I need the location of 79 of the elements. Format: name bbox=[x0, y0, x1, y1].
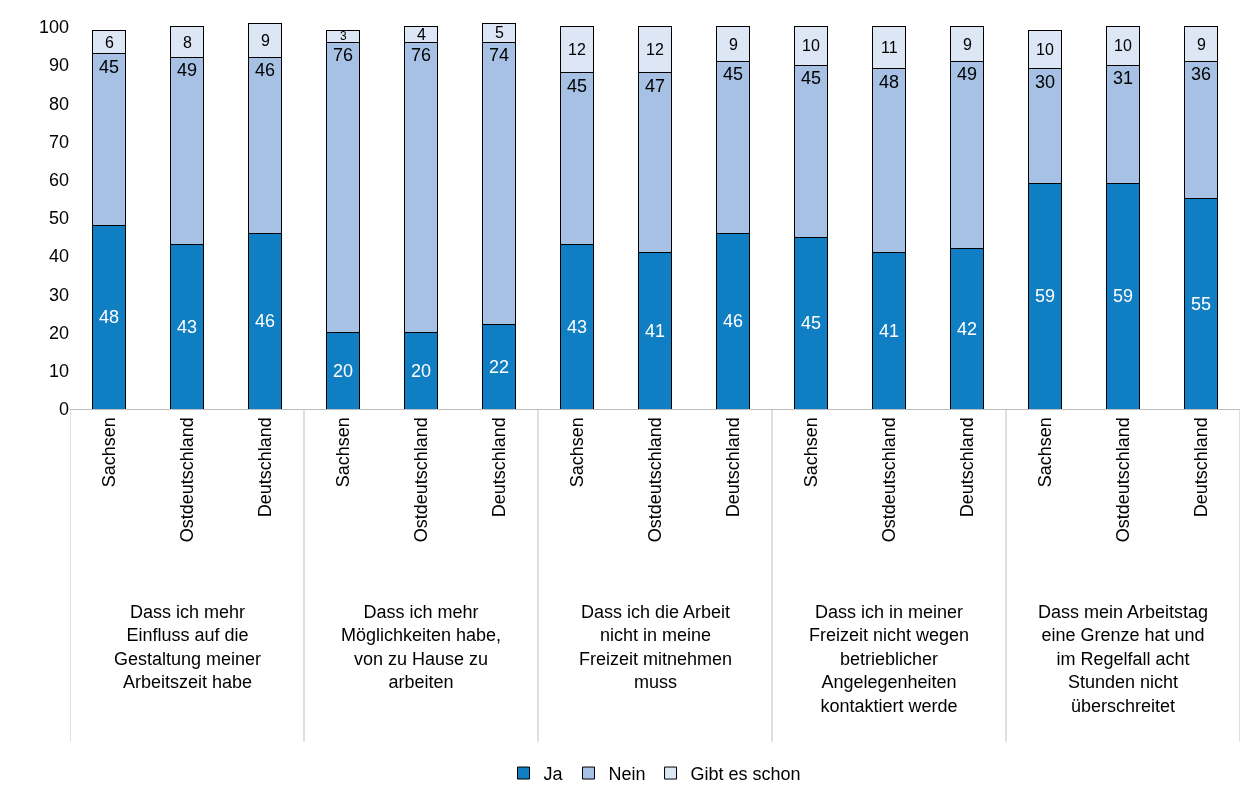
legend-label: Ja bbox=[543, 764, 564, 785]
data-label: 12 bbox=[568, 41, 586, 58]
text: Dass ich mehr Möglichkeiten habe, von zu Hause zu arbeiten bbox=[341, 602, 502, 693]
legend-label: Nein bbox=[608, 764, 646, 785]
data-label: 22 bbox=[488, 356, 510, 377]
data-label: 45 bbox=[800, 68, 822, 89]
y-tick-label: 100 bbox=[38, 17, 69, 38]
data-label: 76 bbox=[410, 45, 432, 66]
data-label: 9 bbox=[261, 32, 270, 49]
data-label: 36 bbox=[1190, 64, 1212, 85]
text: Dass ich mehr Einfluss auf die Gestaltung meiner Arbeitszeit habe bbox=[114, 602, 262, 693]
data-label: 48 bbox=[98, 307, 120, 328]
data-label: 20 bbox=[332, 360, 354, 381]
data-label: 46 bbox=[254, 60, 276, 81]
data-label: 47 bbox=[644, 75, 666, 96]
y-tick-label: 50 bbox=[48, 208, 69, 229]
data-label: 43 bbox=[566, 316, 588, 337]
data-label: 11 bbox=[881, 39, 898, 56]
data-label: 45 bbox=[722, 64, 744, 85]
data-label: 8 bbox=[183, 34, 192, 51]
text: Dass ich in meiner Freizeit nicht wegen betrieblicher Angelegenheiten kontaktiert werde bbox=[809, 602, 970, 716]
data-label: 59 bbox=[1034, 286, 1056, 307]
x-tick-label: Ostdeutschland bbox=[644, 417, 665, 543]
data-label: 42 bbox=[956, 318, 978, 339]
x-tick-label: Sachsen bbox=[332, 417, 353, 488]
data-label: 3 bbox=[340, 29, 347, 43]
data-label: 4 bbox=[417, 26, 426, 43]
text: Dass ich die Arbeit nicht in meine Freizeit mitnehmen muss bbox=[579, 602, 733, 693]
data-label: 43 bbox=[176, 316, 198, 337]
x-tick-label: Ostdeutschland bbox=[1112, 417, 1133, 543]
data-label: 20 bbox=[410, 360, 432, 381]
data-label: 49 bbox=[176, 60, 198, 81]
y-tick-label: 20 bbox=[48, 322, 69, 343]
x-tick-label: Sachsen bbox=[1034, 417, 1055, 488]
data-label: 46 bbox=[254, 311, 276, 332]
data-label: 9 bbox=[729, 36, 738, 53]
y-tick-label: 70 bbox=[48, 131, 69, 152]
data-label: 49 bbox=[956, 64, 978, 85]
data-label: 45 bbox=[98, 56, 120, 77]
y-tick-label: 30 bbox=[48, 284, 69, 305]
data-label: 45 bbox=[800, 313, 822, 334]
data-label: 10 bbox=[802, 37, 820, 54]
y-tick-label: 60 bbox=[48, 169, 69, 190]
data-label: 45 bbox=[566, 75, 588, 96]
data-label: 55 bbox=[1190, 293, 1212, 314]
data-label: 59 bbox=[1112, 286, 1134, 307]
x-tick-label: Deutschland bbox=[1190, 417, 1211, 518]
data-label: 41 bbox=[878, 320, 900, 341]
data-label: 48 bbox=[878, 71, 900, 92]
x-tick-label: Deutschland bbox=[488, 417, 509, 518]
x-tick-label: Ostdeutschland bbox=[410, 417, 431, 543]
x-tick-label: Deutschland bbox=[956, 417, 977, 518]
data-label: 76 bbox=[332, 45, 354, 66]
y-tick-label: 90 bbox=[48, 55, 69, 76]
text: Dass mein Arbeitstag eine Grenze hat und im Regelfall acht Stunden nicht überschreitet bbox=[1038, 602, 1209, 716]
data-label: 31 bbox=[1112, 68, 1134, 89]
data-label: 41 bbox=[644, 320, 666, 341]
y-tick-label: 80 bbox=[48, 93, 69, 114]
data-label: 10 bbox=[1036, 41, 1054, 58]
legend-label: Gibt es schon bbox=[690, 764, 801, 785]
data-label: 46 bbox=[722, 311, 744, 332]
x-tick-label: Ostdeutschland bbox=[176, 417, 197, 543]
x-tick-label: Sachsen bbox=[800, 417, 821, 488]
data-label: 9 bbox=[963, 36, 972, 53]
y-tick-label: 0 bbox=[58, 399, 69, 420]
data-label: 5 bbox=[495, 24, 504, 41]
data-label: 30 bbox=[1034, 71, 1056, 92]
data-label: 6 bbox=[105, 34, 114, 51]
y-tick-label: 40 bbox=[48, 246, 69, 267]
data-label: 12 bbox=[646, 41, 664, 58]
data-label: 74 bbox=[488, 45, 510, 66]
x-tick-label: Sachsen bbox=[98, 417, 119, 488]
y-tick-label: 10 bbox=[48, 361, 69, 382]
x-tick-label: Deutschland bbox=[722, 417, 743, 518]
data-label: 9 bbox=[1197, 36, 1206, 53]
x-tick-label: Ostdeutschland bbox=[878, 417, 899, 543]
data-label: 10 bbox=[1114, 37, 1132, 54]
x-tick-label: Sachsen bbox=[566, 417, 587, 488]
x-tick-label: Deutschland bbox=[254, 417, 275, 518]
